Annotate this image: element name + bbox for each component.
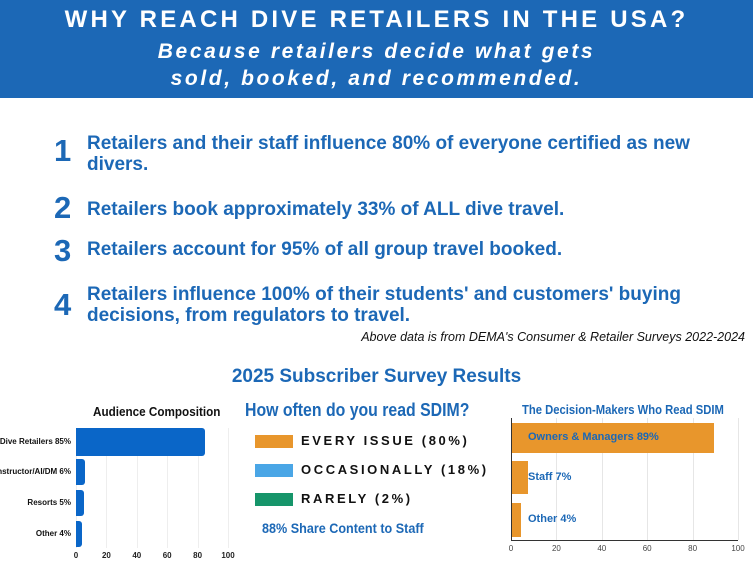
gridline [601,418,603,540]
subtitle-line-1: Because retailers decide what gets [157,40,596,63]
point-text: Retailers account for 95% of all group t… [87,239,563,260]
x-tick-label: 80 [688,544,698,553]
y-axis-line [511,418,512,540]
legend-every-issue: EVERY ISSUE (80%) [301,433,470,448]
header-banner: WHY REACH DIVE RETAILERS IN THE USA? Bec… [0,0,753,98]
audience-chart-title: Audience Composition [93,404,221,419]
gridline [167,428,169,548]
gridline [106,428,108,548]
gridline [556,418,558,540]
gridline [738,418,739,540]
point-number: 4 [54,287,72,322]
bar [512,503,522,537]
gridline [197,428,199,548]
legend-occasionally: OCCASIONALLY (18%) [301,462,489,477]
gridline [76,428,77,548]
point-number: 2 [54,190,72,225]
point-text: Retailers book approximately 33% of ALL … [87,199,565,220]
bar [76,521,83,547]
decision-makers-chart-title: The Decision-Makers Who Read SDIM [522,403,724,417]
point-number: 1 [54,133,72,168]
reading-title: How often do you read SDIM? [245,400,470,420]
legend-swatch-every-issue [255,435,293,448]
x-tick-label: 60 [162,551,172,560]
share-content-note: 88% Share Content to Staff [262,520,424,536]
gridline [228,428,229,548]
x-tick-label: 80 [193,551,203,560]
survey-title: 2025 Subscriber Survey Results [231,366,522,387]
header-title: WHY REACH DIVE RETAILERS IN THE USA? [64,6,689,33]
source-note: Above data is from DEMA's Consumer & Ret… [361,330,745,344]
category-label: Resorts 5% [27,498,71,507]
subtitle-line-2: sold, booked, and recommended. [170,67,583,90]
x-tick-label: 100 [221,551,235,560]
x-tick-label: 20 [101,551,111,560]
legend-rarely: RARELY (2%) [301,491,413,506]
x-tick-label: 40 [597,544,607,553]
legend-swatch-occasionally [255,464,293,477]
bar [512,423,715,453]
category-label: Dive Retailers 85% [0,437,71,446]
bar-label: Owners & Managers 89% [528,431,659,443]
category-label: Instructor/AI/DM 6% [0,467,71,476]
category-label: Other 4% [35,529,71,538]
legend-swatch-rarely [255,493,293,506]
gridline [136,428,138,548]
bar [76,428,206,456]
point-number: 3 [54,233,72,268]
point-text: Retailers influence 100% of their studen… [87,284,681,326]
gridline [692,418,694,540]
bar [76,490,84,516]
gridline [647,418,649,540]
x-tick-label: 40 [132,551,142,560]
bar-label: Other 4% [528,513,577,525]
x-tick-label: 60 [642,544,652,553]
bar [76,459,86,485]
bar [512,461,528,494]
x-tick-label: 20 [551,544,561,553]
point-text: Retailers and their staff influence 80% … [87,133,690,175]
x-axis-line [511,540,738,541]
bar-label: Staff 7% [528,470,572,483]
header-subtitle: Because retailers decide what gets sold, … [0,38,753,92]
x-tick-label: 0 [508,544,514,553]
x-tick-label: 0 [73,551,79,560]
x-tick-label: 100 [731,544,745,553]
